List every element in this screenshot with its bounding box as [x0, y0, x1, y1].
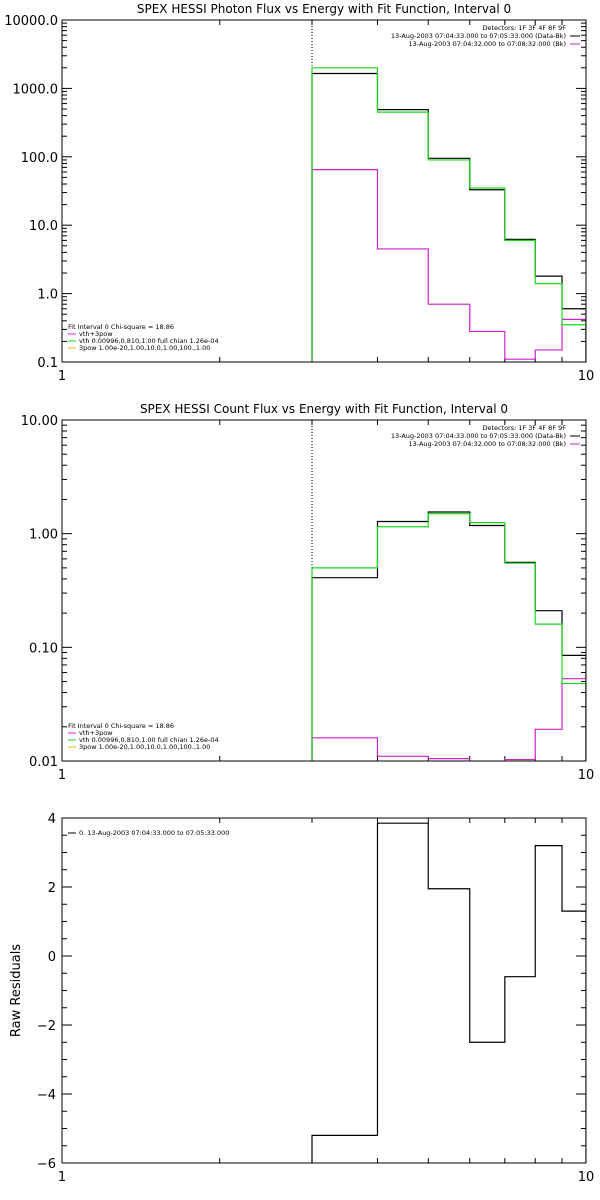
panel-1-title: SPEX HESSI Count Flux vs Energy with Fit… — [140, 402, 508, 416]
y-tick-label: 100.0 — [21, 151, 58, 166]
y-tick-label: 10000.0 — [4, 14, 58, 29]
legend-entry: 3pow 1.00e-20,1.00,10.0,1.00,100.,1.00 — [79, 344, 210, 352]
legend-header: Fit Interval 0 Chi-square = 18.86 — [68, 323, 174, 331]
plot-frame — [61, 817, 587, 1164]
legend-entry: 3pow 1.00e-20,1.00,10.0,1.00,100.,1.00 — [79, 743, 210, 751]
y-tick-label: 10.0 — [29, 219, 58, 234]
y-tick-label: −2 — [37, 1019, 56, 1034]
plot-frame — [61, 419, 587, 762]
y-tick-label: 4 — [48, 812, 56, 827]
y-tick-label: −6 — [37, 1157, 56, 1172]
info-line: 13-Aug-2003 07:04:33.000 to 07:05:33.000… — [391, 32, 566, 40]
y-tick-label: 0.01 — [29, 755, 58, 770]
series-vth-3pow-line — [311, 67, 586, 362]
legend-header: Fit Interval 0 Chi-square = 18.86 — [68, 722, 174, 730]
x-tick-label: 1 — [58, 1170, 66, 1185]
x-tick-label: 10 — [578, 1170, 595, 1185]
x-tick-label: 1 — [58, 369, 66, 384]
y-tick-label: 1.00 — [29, 528, 58, 543]
series-bk-line — [311, 168, 586, 362]
x-tick-label: 1 — [58, 768, 66, 783]
y-tick-label: 1.0 — [37, 288, 58, 303]
y-tick-label: 2 — [48, 881, 56, 896]
y-tick-label: 10.00 — [21, 414, 58, 429]
series-vth-3pow-line — [311, 513, 586, 761]
legend-entry: vth+3pow — [79, 330, 113, 338]
info-line: Detectors: 1F 3F 4F 8F 9F — [482, 24, 566, 32]
legend-entry: 0. 13-Aug-2003 07:04:33.000 to 07:05:33.… — [79, 829, 229, 837]
plot-frame — [61, 19, 587, 363]
y-tick-label: 1000.0 — [13, 82, 59, 97]
y-tick-label: 0.1 — [37, 356, 58, 371]
y-axis-label: Raw Residuals — [9, 944, 24, 1037]
legend-entry: vth+3pow — [79, 729, 113, 737]
y-tick-label: −4 — [37, 1088, 56, 1103]
legend-entry: vth 0.00996,0.810,1.00 full chian 1.26e-… — [79, 337, 219, 345]
panel-0-title: SPEX HESSI Photon Flux vs Energy with Fi… — [137, 2, 511, 16]
series-data-bk-line — [311, 511, 586, 761]
info-line: 13-Aug-2003 07:04:32.000 to 07:08:32.000… — [409, 440, 566, 448]
info-line: 13-Aug-2003 07:04:33.000 to 07:05:33.000… — [391, 432, 566, 440]
info-line: 13-Aug-2003 07:04:32.000 to 07:08:32.000… — [409, 40, 566, 48]
legend-entry: vth 0.00996,0.810,1.00 full chian 1.26e-… — [79, 736, 219, 744]
info-line: Detectors: 1F 3F 4F 8F 9F — [482, 424, 566, 432]
series-residual-line — [311, 822, 586, 1163]
x-tick-label: 10 — [578, 768, 595, 783]
y-tick-label: 0 — [48, 950, 56, 965]
series-data-bk-line — [311, 72, 586, 362]
series-bk-line — [311, 678, 586, 761]
x-tick-label: 10 — [578, 369, 595, 384]
y-tick-label: 0.10 — [29, 641, 58, 656]
